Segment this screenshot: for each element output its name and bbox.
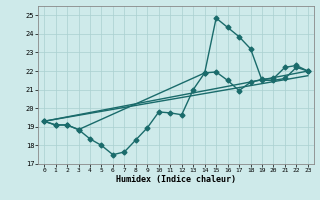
X-axis label: Humidex (Indice chaleur): Humidex (Indice chaleur) [116,175,236,184]
